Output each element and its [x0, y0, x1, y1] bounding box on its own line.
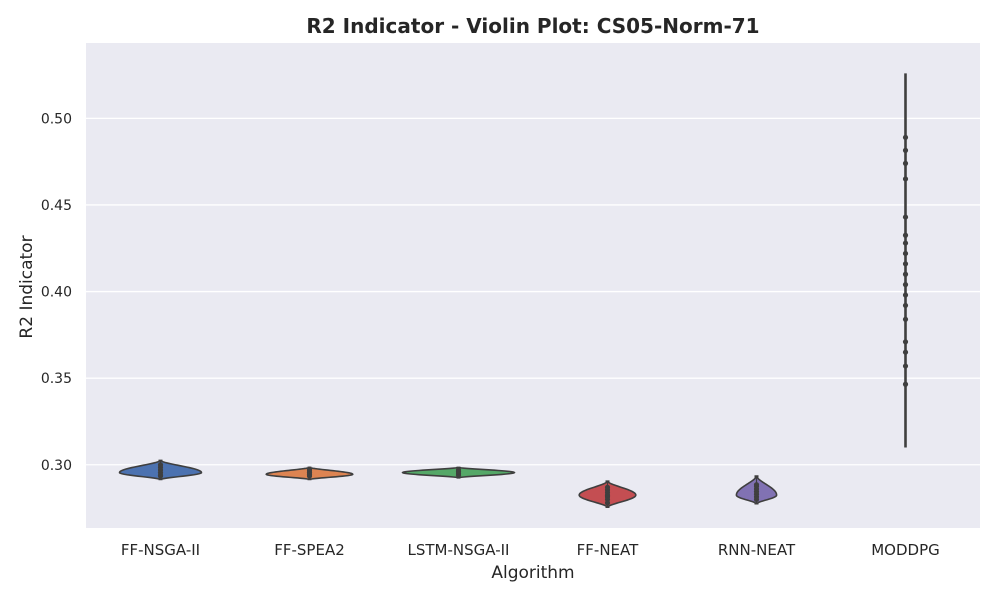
- violin-group: [902, 73, 909, 448]
- violin-point: [902, 240, 909, 246]
- y-tick-label: 0.50: [41, 111, 72, 127]
- violin-point: [902, 282, 909, 288]
- violin-point: [902, 316, 909, 322]
- violin-point: [902, 302, 909, 309]
- y-tick-labels: 0.30 0.35 0.40 0.45 0.50: [41, 111, 72, 473]
- violin-point: [306, 466, 313, 472]
- x-tick-label: FF-SPEA2: [274, 541, 345, 559]
- x-tick-label: MODDPG: [871, 541, 940, 559]
- violin-point: [902, 214, 909, 220]
- violin-point: [902, 134, 909, 141]
- violin-point: [753, 482, 760, 488]
- violin-point: [902, 339, 909, 345]
- x-tick-label: LSTM-NSGA-II: [408, 541, 510, 559]
- violin-point: [902, 176, 909, 182]
- violin-point: [902, 271, 909, 277]
- violin-point: [902, 363, 909, 369]
- violin-point: [455, 467, 462, 473]
- violins: [118, 73, 909, 509]
- violin-point: [902, 381, 909, 387]
- violin-group: [401, 466, 516, 479]
- violin-group: [118, 459, 203, 481]
- x-tick-labels: FF-NSGA-II FF-SPEA2 LSTM-NSGA-II FF-NEAT RNN…: [121, 541, 940, 559]
- violin-point: [902, 349, 909, 355]
- violin-point: [902, 147, 909, 153]
- chart-title: R2 Indicator - Violin Plot: CS05-Norm-71: [306, 14, 759, 38]
- violin-point: [902, 232, 909, 238]
- violin-point: [604, 484, 611, 490]
- plot-area: [86, 43, 980, 528]
- violin-point: [157, 473, 164, 479]
- violin-point: [157, 462, 164, 468]
- y-axis-label: R2 Indicator: [17, 235, 37, 338]
- y-tick-label: 0.35: [41, 371, 72, 387]
- x-tick-label: FF-NEAT: [577, 541, 639, 559]
- x-tick-label: RNN-NEAT: [718, 541, 796, 559]
- violin-group: [578, 480, 637, 509]
- violin-group: [265, 466, 354, 481]
- violin-point: [902, 250, 909, 257]
- y-tick-label: 0.30: [41, 458, 72, 474]
- grid-lines: [86, 117, 980, 466]
- violin-group: [735, 475, 778, 505]
- x-tick-label: FF-NSGA-II: [121, 541, 200, 559]
- y-tick-label: 0.45: [41, 198, 72, 214]
- violin-point: [902, 160, 909, 166]
- violin-point: [902, 292, 909, 298]
- violin-point: [902, 261, 909, 267]
- x-axis-label: Algorithm: [491, 563, 574, 583]
- y-tick-label: 0.40: [41, 285, 72, 301]
